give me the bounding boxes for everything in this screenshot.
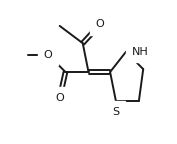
Text: O: O xyxy=(96,19,104,30)
Text: S: S xyxy=(112,107,119,116)
Text: O: O xyxy=(55,93,64,103)
Text: NH: NH xyxy=(132,47,149,57)
Text: O: O xyxy=(44,50,53,60)
